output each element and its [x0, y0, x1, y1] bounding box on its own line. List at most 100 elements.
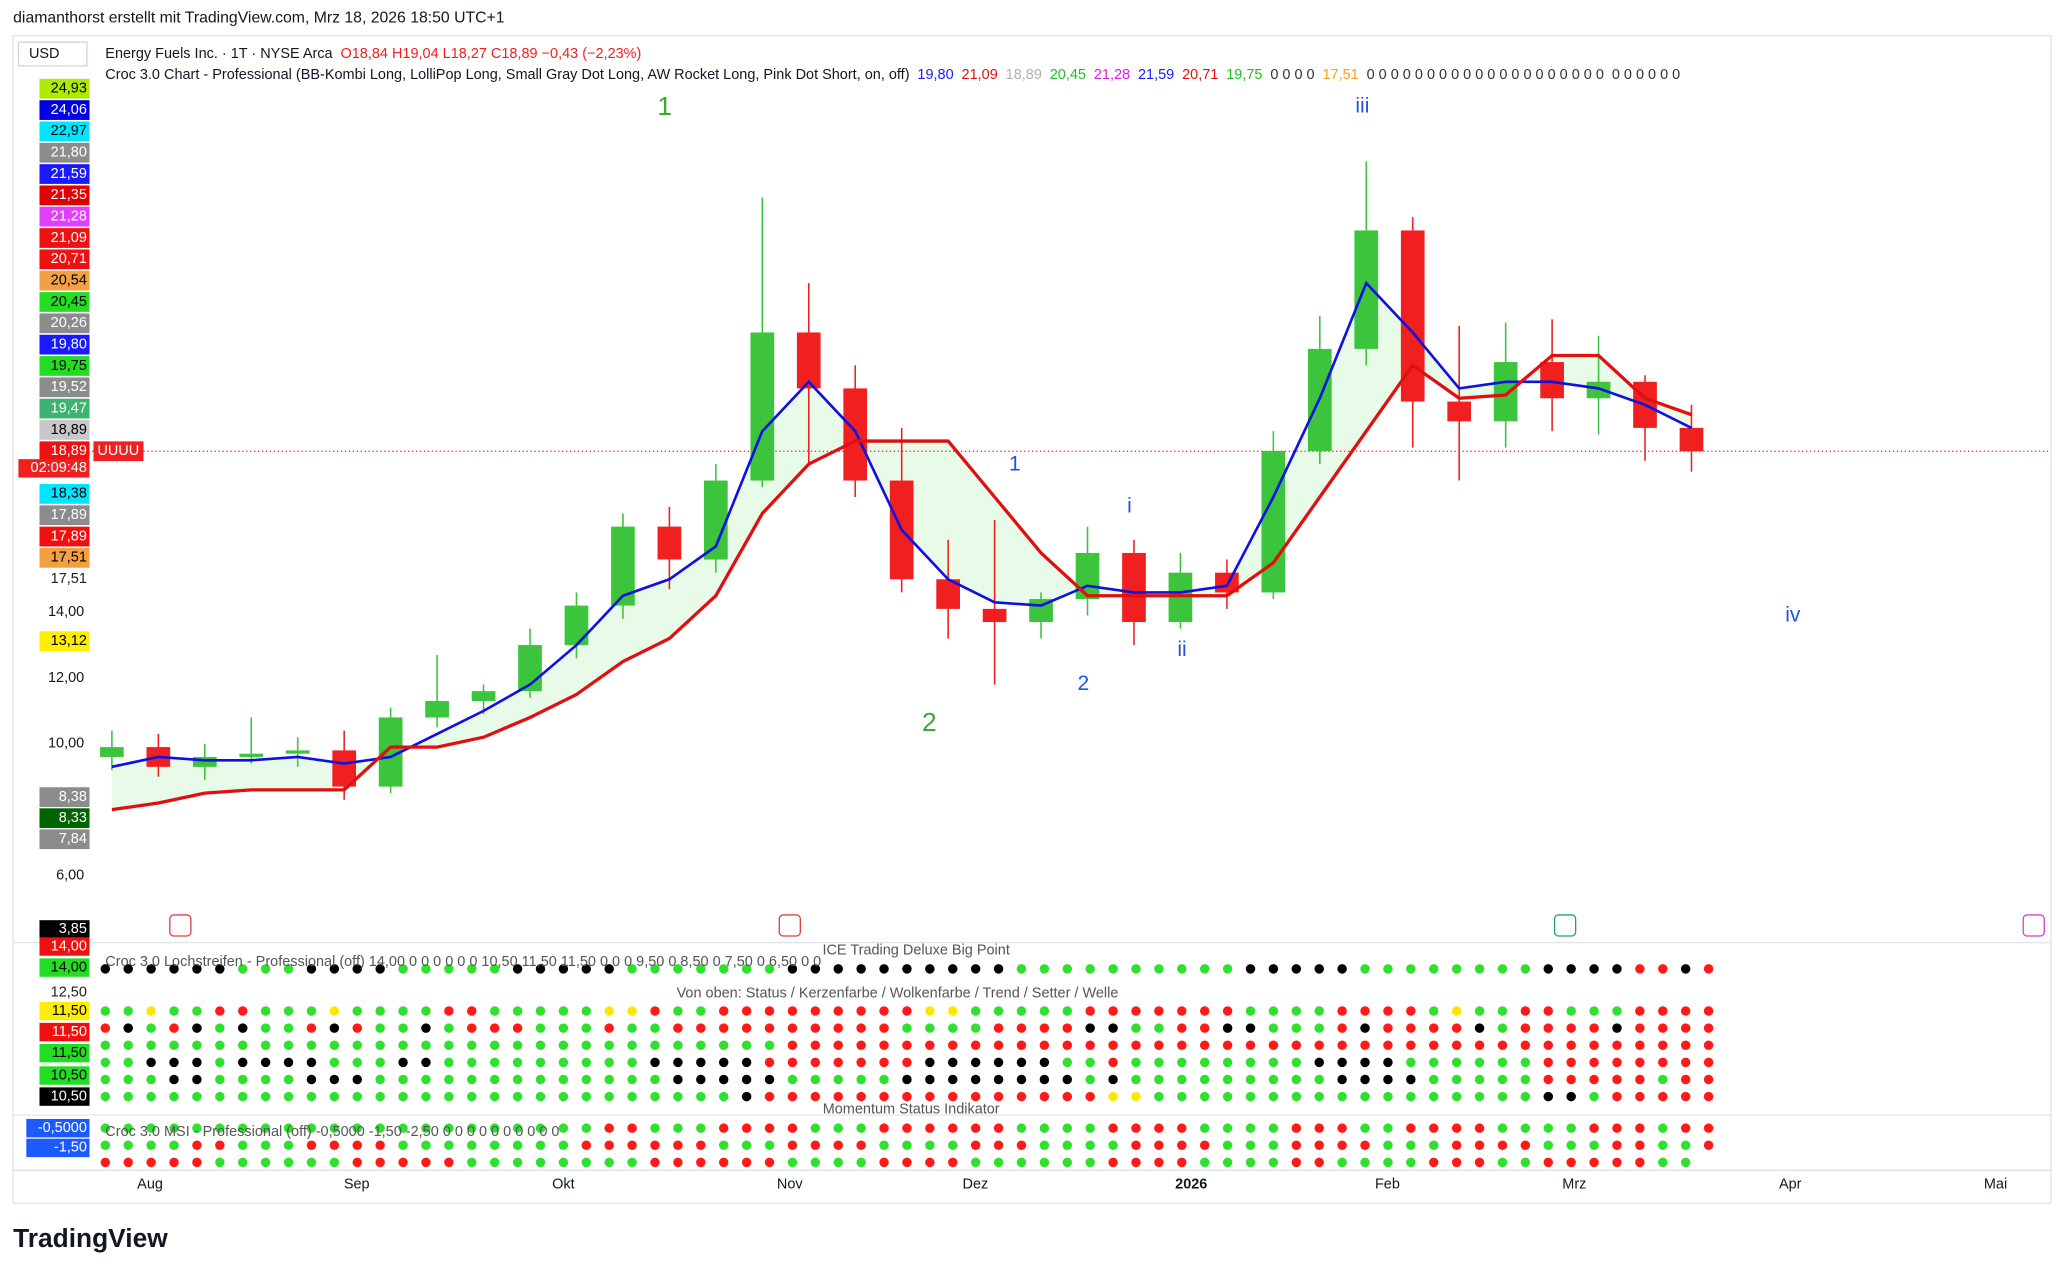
status-dot	[604, 1140, 614, 1151]
status-dot	[352, 964, 362, 974]
status-dot	[696, 1057, 706, 1068]
status-dot	[696, 1023, 706, 1033]
status-dot	[512, 1123, 523, 1133]
status-dot	[718, 1157, 729, 1168]
status-dot	[948, 964, 958, 974]
status-dot	[902, 1074, 912, 1085]
status-dot	[810, 964, 821, 974]
status-dot	[1680, 1074, 1691, 1085]
indicator-value: 21,09	[962, 67, 998, 83]
status-dot	[741, 964, 752, 974]
status-dot	[1177, 1006, 1187, 1016]
status-dot	[1612, 1157, 1622, 1168]
status-dot	[650, 1006, 660, 1016]
earnings-markers	[169, 914, 2045, 937]
status-dot	[925, 1057, 935, 1068]
status-dot	[948, 1040, 958, 1050]
status-dot	[1451, 1074, 1462, 1085]
status-dot	[398, 1123, 408, 1133]
price-label: 21,80	[51, 145, 87, 161]
status-dot	[558, 1140, 569, 1151]
brand: TradingView	[13, 1223, 168, 1253]
candle-body	[611, 526, 635, 606]
status-dot	[1131, 1074, 1141, 1085]
status-dot	[283, 1074, 294, 1085]
status-dot	[1497, 1023, 1508, 1033]
status-dot	[741, 1157, 752, 1168]
status-dot	[421, 1023, 431, 1033]
status-dot	[993, 964, 1004, 974]
panel-label-box	[39, 1001, 90, 1021]
status-dot	[879, 1123, 889, 1133]
status-dot	[146, 1006, 156, 1016]
y-tick-label: 6,00	[56, 867, 84, 883]
status-dot	[902, 1006, 912, 1016]
status-dot	[237, 1157, 248, 1168]
status-dot	[1085, 1040, 1095, 1050]
price-label-box	[39, 356, 90, 376]
price-label-box	[39, 631, 90, 652]
status-dot	[1589, 1074, 1599, 1085]
status-dot	[925, 1074, 935, 1085]
status-dot	[1177, 1023, 1187, 1033]
status-dot	[169, 1157, 179, 1168]
status-dot	[1474, 964, 1485, 974]
status-dot	[764, 1157, 775, 1168]
status-dot	[1062, 964, 1073, 974]
status-dot	[810, 1006, 821, 1016]
status-dot	[192, 964, 202, 974]
status-dot	[1154, 1140, 1164, 1151]
status-dot	[833, 1123, 843, 1133]
status-dot	[329, 1157, 340, 1168]
status-dot	[1062, 1040, 1073, 1050]
candle-body	[1447, 401, 1472, 422]
x-tick-label: Okt	[552, 1177, 575, 1193]
status-dot	[627, 1091, 637, 1102]
status-dot	[970, 1074, 981, 1085]
panel-label: 10,50	[51, 1088, 87, 1104]
status-dot	[398, 1057, 408, 1068]
status-dot	[1245, 1006, 1256, 1016]
status-dot	[1291, 1006, 1302, 1016]
status-dot	[1497, 964, 1508, 974]
status-dot	[1451, 1123, 1462, 1133]
status-dot	[123, 964, 133, 974]
status-dot	[489, 1057, 500, 1068]
status-dot	[1451, 1006, 1462, 1016]
status-dot	[535, 1123, 546, 1133]
status-dot	[1291, 1140, 1302, 1151]
price-label-box	[39, 334, 90, 355]
price-label-box	[39, 377, 90, 398]
status-dot	[1406, 1123, 1416, 1133]
status-dot	[421, 1123, 431, 1133]
status-dot	[856, 1040, 866, 1050]
price-label-box	[39, 164, 90, 184]
status-dot	[1520, 1157, 1531, 1168]
panel-label-box	[39, 983, 90, 1002]
price-label: 19,47	[51, 400, 87, 416]
status-dot	[1406, 1140, 1416, 1151]
status-dot	[581, 1123, 592, 1133]
status-dot	[1131, 964, 1141, 974]
status-dot	[215, 964, 225, 974]
status-dot	[535, 1157, 546, 1168]
status-dot	[352, 1057, 362, 1068]
status-dot	[535, 1057, 546, 1068]
status-dot	[1635, 1006, 1645, 1016]
countdown-box	[18, 459, 90, 478]
status-dot	[260, 1123, 271, 1133]
status-dot	[100, 1074, 111, 1085]
status-dot	[1680, 1091, 1691, 1102]
price-label-box	[39, 484, 90, 504]
status-dot	[1543, 1023, 1554, 1033]
status-dot	[1703, 1040, 1714, 1050]
panel-label: -0,5000	[38, 1120, 87, 1136]
status-dot	[169, 1140, 179, 1151]
indicator-value: 0 0 0 0 0 0 0 0 0 0 0 0 0 0 0 0 0 0 0 0	[1367, 67, 1604, 83]
status-dot	[535, 964, 546, 974]
status-dot	[283, 1123, 294, 1133]
status-dot	[123, 1057, 133, 1068]
status-dot	[650, 1123, 660, 1133]
ohlc: O18,84 H19,04 L18,27 C18,89 −0,43 (−2,23…	[341, 46, 642, 62]
status-dot	[1314, 1157, 1324, 1168]
